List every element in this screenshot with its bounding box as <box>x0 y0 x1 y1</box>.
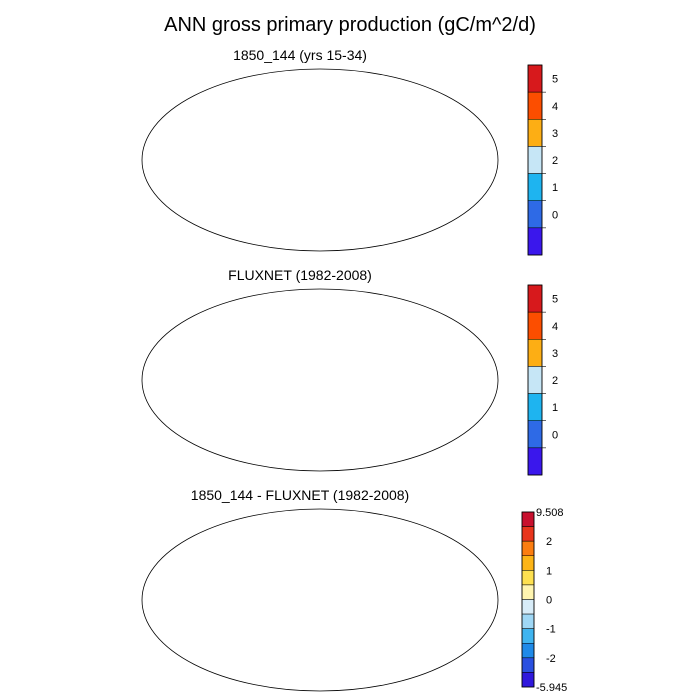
colorbar-tick-label: 5 <box>552 74 558 86</box>
colorbar-swatch <box>521 540 535 557</box>
north-america-region <box>180 72 282 162</box>
colorbar-swatch <box>527 393 543 421</box>
colorbar-model: 5 4 3 2 1 0 <box>527 64 558 256</box>
colorbar-tick-label: 4 <box>552 321 558 333</box>
colorbar-tick-label: 0 <box>552 209 558 221</box>
colorbar-tick-label: 1 <box>546 565 552 577</box>
colorbar-swatch <box>527 366 543 394</box>
colorbar-swatch <box>527 200 543 229</box>
colorbar-swatch <box>521 643 535 659</box>
colorbar-min-label: -5.945 <box>536 682 567 694</box>
colorbar-swatch <box>527 227 543 256</box>
colorbar-swatch <box>521 526 535 542</box>
colorbar-tick-label: -1 <box>546 624 556 636</box>
colorbar-swatch <box>527 119 543 147</box>
colorbar-swatch <box>521 613 535 629</box>
map-panel-difference <box>141 508 499 692</box>
colorbar-fluxnet: 5 4 3 2 1 0 <box>527 284 558 476</box>
panel-title-difference: 1850_144 - FLUXNET (1982-2008) <box>190 487 410 503</box>
map-border <box>141 68 499 252</box>
colorbar-swatch <box>521 555 535 571</box>
colorbar-swatch <box>521 570 535 586</box>
colorbar-swatch <box>527 420 543 449</box>
colorbar-swatch <box>527 91 543 120</box>
colorbar-tick-label: 1 <box>552 402 558 414</box>
colorbar-tick-label: 3 <box>552 348 558 360</box>
figure-title: ANN gross primary production (gC/m^2/d) <box>164 14 536 36</box>
colorbar-swatch <box>527 146 543 174</box>
colorbar-swatch <box>527 447 543 476</box>
colorbar-tick-label: 0 <box>552 429 558 441</box>
colorbar-tick-label: 5 <box>552 294 558 306</box>
colorbar-tick-label: 2 <box>546 536 552 548</box>
colorbar-swatch <box>527 173 543 201</box>
map-panel-model <box>141 68 499 252</box>
panel-title-model: 1850_144 (yrs 15-34) <box>233 47 367 63</box>
colorbar-difference: 9.508 -5.945 2 1 0 -1 -2 <box>521 507 567 694</box>
colorbar-tick-label: 1 <box>552 182 558 194</box>
colorbar-tick-label: -2 <box>546 653 556 665</box>
colorbar-swatch <box>521 672 535 688</box>
colorbar-tick-label: 3 <box>552 128 558 140</box>
colorbar-swatch <box>521 628 535 644</box>
colorbar-swatch <box>527 284 543 313</box>
map-panel-fluxnet <box>141 288 499 472</box>
colorbar-swatch <box>521 599 535 615</box>
colorbar-tick-label: 4 <box>552 101 558 113</box>
colorbar-max-label: 9.508 <box>536 507 564 519</box>
colorbar-tick-label: 2 <box>552 375 558 387</box>
colorbar-tick-label: 0 <box>546 595 552 607</box>
colorbar-swatch <box>527 339 543 367</box>
colorbar-swatch <box>521 511 535 527</box>
colorbar-tick-label: 2 <box>552 155 558 167</box>
colorbar-swatch <box>521 584 535 600</box>
colorbar-swatch <box>521 657 535 673</box>
colorbar-swatch <box>527 64 543 93</box>
panel-title-fluxnet: FLUXNET (1982-2008) <box>228 267 372 283</box>
colorbar-swatch <box>527 311 543 340</box>
